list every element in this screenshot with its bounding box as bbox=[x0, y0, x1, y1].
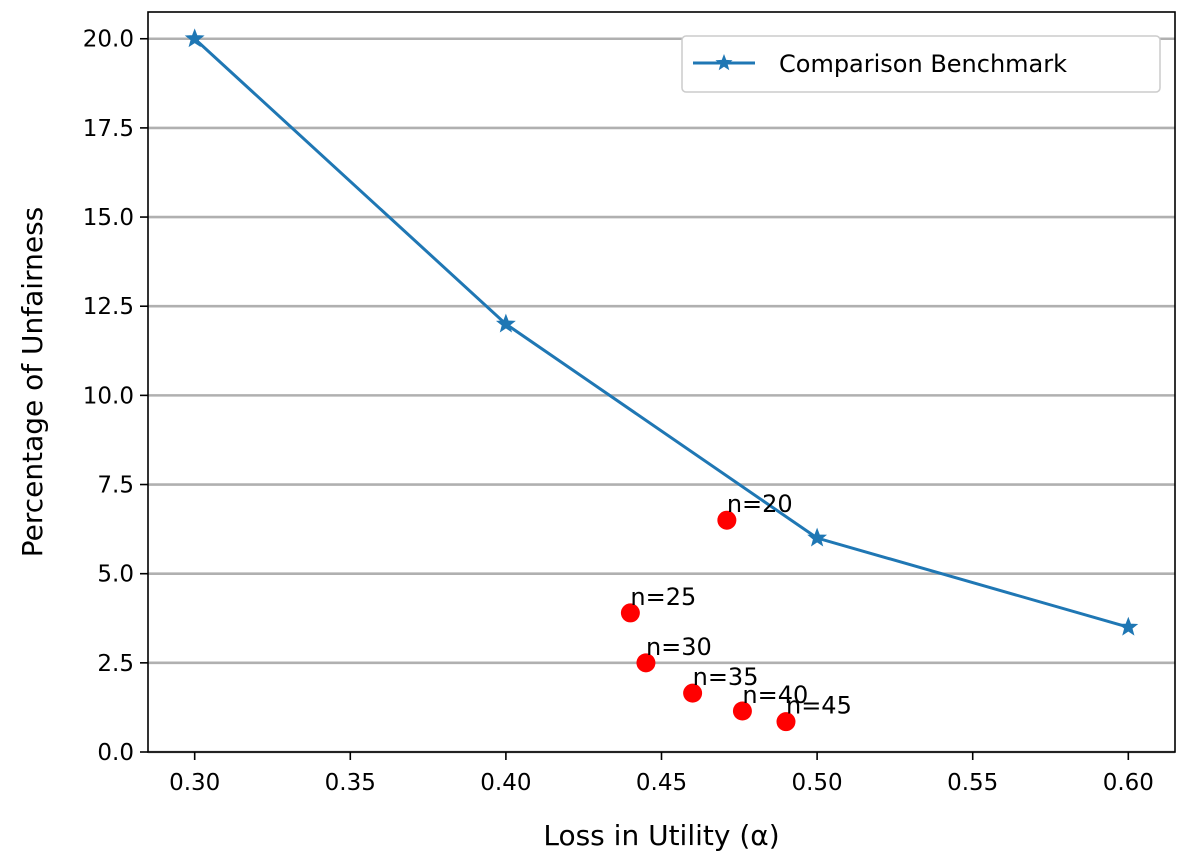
x-tick-label: 0.40 bbox=[480, 770, 531, 796]
y-tick-label: 20.0 bbox=[83, 27, 134, 53]
benchmark-star-marker bbox=[495, 313, 516, 333]
y-tick-label: 2.5 bbox=[97, 651, 134, 677]
y-tick-label: 0.0 bbox=[97, 740, 134, 766]
scatter-series: n=20 n=25 n=30n=35n=40n=45 bbox=[620, 490, 852, 732]
y-tick-label: 17.5 bbox=[83, 116, 134, 142]
y-tick-label: 12.5 bbox=[83, 294, 134, 320]
legend: Comparison Benchmark bbox=[681, 35, 1161, 93]
x-axis-label: Loss in Utility (α) bbox=[543, 819, 779, 852]
scatter-point-label: n=25 bbox=[630, 583, 696, 611]
grid-lines bbox=[148, 37, 1175, 754]
y-tick-label: 5.0 bbox=[97, 562, 134, 588]
x-ticks: 0.30 0.35 0.40 0.45 0.50 0.55 0.60 bbox=[169, 752, 1154, 796]
y-axis-label: Percentage of Unfairness bbox=[16, 207, 49, 558]
scatter-point-label: n=20 bbox=[727, 490, 793, 518]
benchmark-star-marker bbox=[1118, 616, 1139, 636]
x-tick-label: 0.45 bbox=[636, 770, 687, 796]
scatter-point bbox=[636, 653, 656, 673]
scatter-point-label: n=40 bbox=[742, 681, 808, 709]
y-tick-label: 10.0 bbox=[83, 383, 134, 409]
y-tick-label: 15.0 bbox=[83, 205, 134, 231]
scatter-point bbox=[717, 510, 737, 530]
x-tick-label: 0.50 bbox=[791, 770, 842, 796]
benchmark-star-marker bbox=[807, 527, 828, 547]
x-tick-label: 0.55 bbox=[947, 770, 998, 796]
scatter-point bbox=[620, 603, 640, 623]
scatter-point bbox=[683, 683, 703, 703]
y-ticks: 0.0 2.5 5.0 7.5 10.0 12.5 15.0 17.5 20.0 bbox=[83, 27, 148, 766]
plot-frame bbox=[147, 11, 1176, 753]
x-tick-label: 0.35 bbox=[325, 770, 376, 796]
legend-star-marker bbox=[715, 54, 733, 71]
x-tick-label: 0.60 bbox=[1103, 770, 1154, 796]
scatter-point-label: n=35 bbox=[693, 663, 759, 691]
legend-box bbox=[681, 35, 1161, 93]
benchmark-series bbox=[184, 28, 1139, 636]
scatter-point bbox=[732, 701, 752, 721]
scatter-point bbox=[776, 712, 796, 732]
x-tick-label: 0.30 bbox=[169, 770, 220, 796]
scatter-point-label: n=45 bbox=[786, 692, 852, 720]
y-tick-label: 7.5 bbox=[97, 473, 134, 499]
benchmark-star-marker bbox=[184, 28, 205, 48]
scatter-point-label: n=30 bbox=[646, 633, 712, 661]
benchmark-line bbox=[193, 37, 1129, 629]
legend-entry-comparison-benchmark: Comparison Benchmark bbox=[779, 50, 1067, 78]
